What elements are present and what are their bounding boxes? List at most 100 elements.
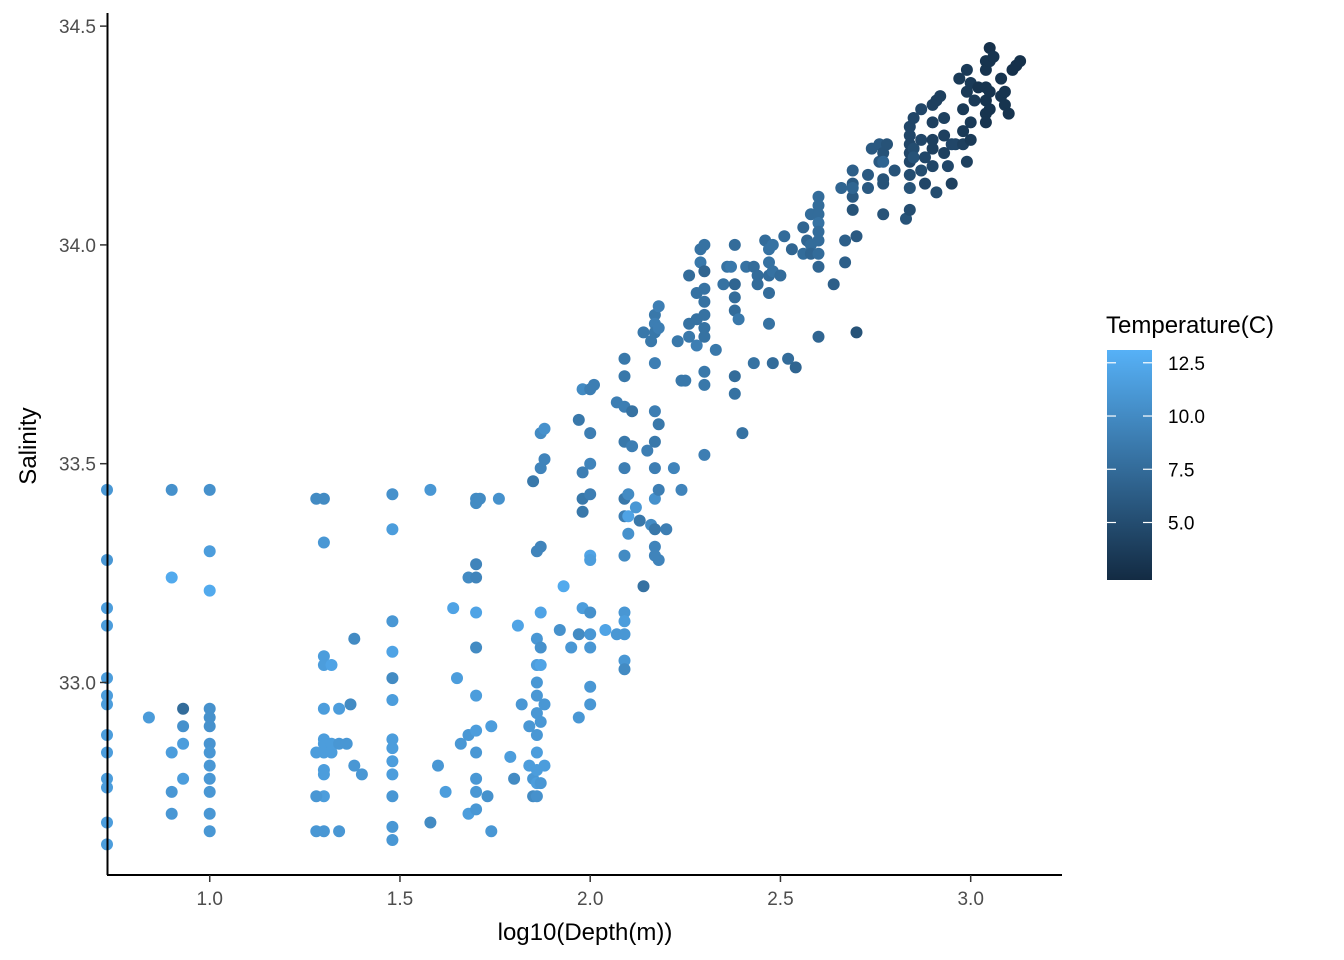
data-point — [618, 606, 631, 619]
data-point — [348, 759, 361, 772]
data-point — [530, 729, 543, 741]
data-point — [648, 523, 661, 536]
data-point — [629, 501, 642, 514]
data-point — [310, 746, 323, 759]
data-point — [926, 160, 939, 173]
data-point — [439, 785, 452, 798]
data-point — [926, 133, 939, 146]
data-point — [1014, 55, 1027, 68]
data-point — [915, 133, 928, 146]
data-point — [957, 103, 970, 116]
data-point — [618, 462, 631, 475]
data-point — [934, 90, 947, 103]
data-point — [698, 365, 711, 378]
data-point — [938, 129, 951, 142]
data-point — [485, 720, 498, 733]
data-point — [386, 755, 399, 768]
data-point — [690, 339, 703, 352]
data-point — [584, 628, 597, 641]
data-point — [979, 116, 992, 129]
data-point — [648, 405, 661, 418]
y-tick-label: 34.5 — [59, 17, 96, 38]
data-point — [652, 418, 665, 431]
data-point — [717, 278, 730, 291]
data-point — [584, 488, 597, 501]
data-point — [763, 287, 775, 299]
data-point — [333, 702, 346, 715]
legend-tick-label: 12.5 — [1168, 354, 1205, 375]
data-point — [797, 221, 810, 234]
x-tick-label: 2.0 — [577, 889, 603, 910]
data-point — [812, 330, 825, 343]
data-point — [599, 624, 612, 636]
data-point — [203, 772, 216, 785]
data-point — [915, 103, 928, 116]
data-point — [618, 615, 631, 628]
data-point — [203, 785, 216, 798]
data-point — [618, 654, 631, 667]
data-point — [584, 427, 597, 440]
data-point — [203, 759, 216, 772]
data-point — [960, 63, 973, 76]
data-point — [572, 628, 585, 641]
data-point — [960, 155, 973, 168]
data-point — [945, 177, 958, 190]
data-point — [530, 790, 543, 803]
data-point — [846, 190, 859, 203]
data-point — [177, 702, 190, 715]
legend-tick-label: 10.0 — [1168, 407, 1205, 428]
data-point — [698, 448, 711, 461]
data-point — [789, 361, 802, 374]
data-point — [751, 269, 764, 282]
data-point — [203, 746, 216, 759]
data-point — [907, 112, 920, 124]
legend-ticks: 5.0 7.5 10.0 12.5 — [1107, 354, 1205, 535]
data-point — [470, 571, 483, 584]
data-point — [386, 790, 399, 803]
data-point — [317, 536, 330, 549]
data-point — [485, 825, 498, 838]
data-point — [763, 317, 775, 330]
data-point — [447, 602, 460, 615]
data-point — [698, 265, 711, 278]
x-tick-label: 3.0 — [957, 889, 983, 910]
data-point — [915, 164, 928, 177]
data-point — [648, 462, 661, 475]
data-point — [470, 724, 483, 737]
data-point — [386, 645, 399, 658]
legend-tick-label: 5.0 — [1168, 514, 1194, 535]
data-point — [142, 711, 155, 724]
data-point — [907, 142, 920, 155]
data-point — [470, 558, 483, 571]
data-point — [728, 291, 741, 304]
y-axis-title: Salinity — [15, 407, 42, 484]
legend-title: Temperature(C) — [1106, 312, 1274, 339]
data-point — [325, 659, 338, 671]
data-point — [310, 825, 323, 838]
data-point — [987, 50, 1000, 63]
data-point — [968, 94, 981, 107]
data-point — [203, 825, 216, 838]
data-point — [534, 606, 547, 619]
data-point — [698, 330, 711, 343]
data-point — [470, 641, 483, 654]
data-point — [348, 632, 361, 645]
data-point — [203, 702, 216, 715]
data-point — [926, 142, 939, 155]
data-point — [534, 641, 547, 654]
data-point — [424, 483, 437, 496]
data-point — [618, 352, 631, 365]
data-point — [633, 514, 646, 527]
data-point — [652, 300, 665, 313]
data-point — [576, 466, 589, 479]
data-point — [652, 554, 665, 566]
data-point — [881, 138, 893, 151]
data-point — [919, 177, 931, 190]
data-point — [203, 737, 216, 750]
data-point — [203, 711, 216, 724]
legend: Temperature(C) 5.0 7.5 10.0 12.5 — [1106, 312, 1274, 580]
data-point — [1002, 107, 1015, 120]
data-point — [523, 720, 536, 733]
data-point — [538, 759, 551, 772]
